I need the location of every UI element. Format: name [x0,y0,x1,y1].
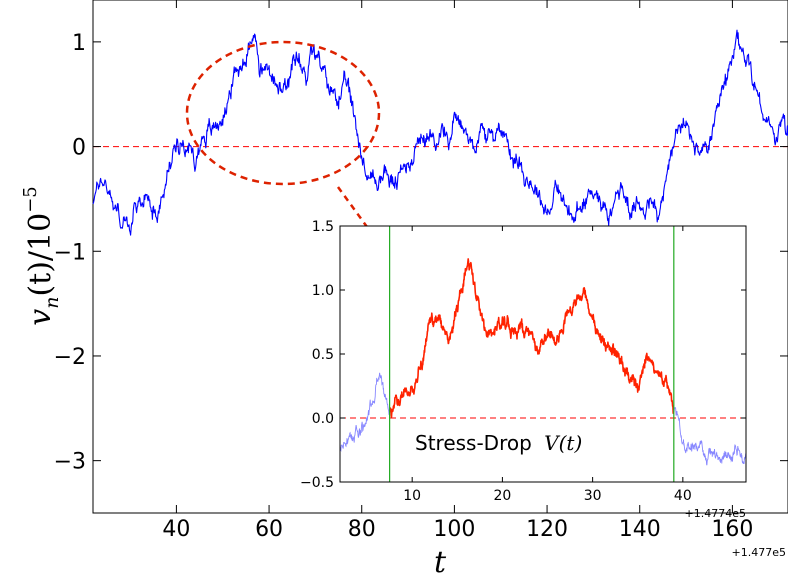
main-series [92,29,788,236]
inset-ticks: 10 20 30 40 −0.5 0.0 0.5 1.0 1.5 [300,219,746,504]
x-tick-label: 40 [162,517,190,542]
inset-x-tick-label: 40 [674,488,692,504]
inset-x-tick-label: 30 [584,488,602,504]
y-tick-label: 0 [72,136,86,161]
main-series-line [92,29,788,236]
zoom-ellipse [185,40,381,186]
y-label-middle: (t)/10 [23,213,58,297]
inset-y-tick-label: 1.5 [312,219,334,235]
main-x-offset-label: +1.477e5 [732,546,786,559]
x-tick-label: 80 [348,517,376,542]
main-ticks: 40 60 80 100 120 140 160 −3 −2 −1 0 1 [54,0,788,542]
y-tick-label: 1 [72,31,86,56]
inset-annotation-word: Stress-Drop [415,431,532,455]
inset-x-tick-label: 20 [493,488,511,504]
main-plot-frame [92,0,788,514]
y-tick-label: −2 [54,345,86,370]
x-tick-label: 120 [526,517,568,542]
inset-stress-drop-event [389,258,675,418]
y-label-variable: v [23,309,58,326]
x-tick-label: 140 [619,517,661,542]
inset-annotation-math: V(t) [544,431,582,455]
inset-x-tick-label: 10 [403,488,421,504]
inset-x-offset-label: +1.4774e5 [685,507,746,520]
inset-context-before [339,372,391,452]
y-tick-label: −3 [54,450,86,475]
inset-y-tick-label: −0.5 [300,475,334,491]
x-tick-label: 100 [433,517,475,542]
inset-y-tick-label: 0.5 [312,347,334,363]
y-tick-label: −1 [54,240,86,265]
inset-background [340,226,746,482]
inset-y-tick-label: 1.0 [312,283,334,299]
y-axis-label: vn(t)/10−5 [20,186,63,326]
inset-series [339,258,747,466]
inset-annotation-label: Stress-Drop V(t) [415,431,582,455]
inset-event-bounds [389,226,675,482]
x-axis-label: t [434,545,447,578]
x-tick-label: 160 [711,517,753,542]
y-label-subscript: n [41,297,63,309]
inset-y-tick-label: 0.0 [312,411,334,427]
inset-context-after [673,406,747,466]
y-label-exponent: −5 [20,186,41,213]
x-tick-label: 60 [255,517,283,542]
